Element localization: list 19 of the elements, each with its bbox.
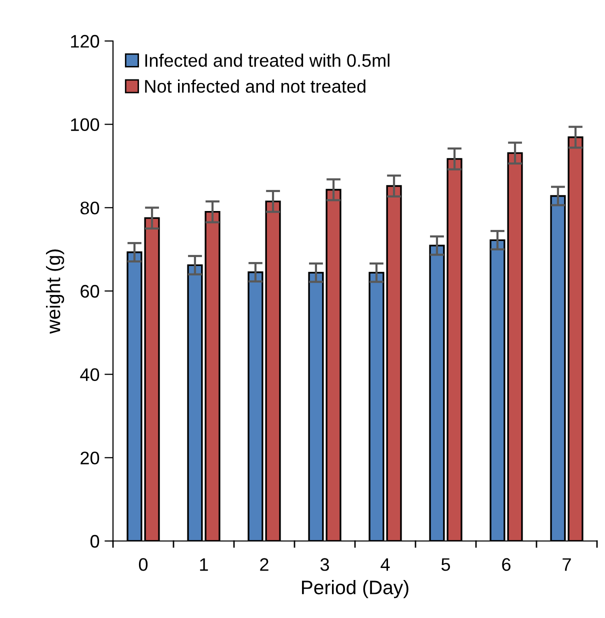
legend-label: Not infected and not treated [145, 80, 366, 93]
y-tick-label: 0 [90, 534, 100, 548]
x-tick-label: 3 [320, 558, 329, 571]
x-tick-label: 7 [562, 558, 571, 571]
x-tick-label: 0 [138, 558, 148, 571]
x-axis-title: Period (Day) [302, 580, 408, 598]
x-tick-label: 6 [502, 558, 510, 571]
legend-label: Infected and treated with 0.5ml [145, 54, 390, 67]
y-tick-label: 60 [80, 284, 100, 298]
x-tick-label: 1 [200, 558, 208, 571]
x-tick-label: 2 [260, 558, 268, 571]
y-tick-label: 40 [80, 368, 100, 382]
y-axis-title: weight (g) [46, 250, 64, 334]
x-tick-label: 4 [380, 558, 390, 571]
y-tick-label: 80 [80, 202, 100, 214]
y-tick-label: 100 [71, 118, 100, 132]
y-tick-label: 20 [80, 452, 100, 464]
y-tick-label: 120 [71, 34, 100, 48]
x-tick-label: 5 [441, 558, 450, 571]
